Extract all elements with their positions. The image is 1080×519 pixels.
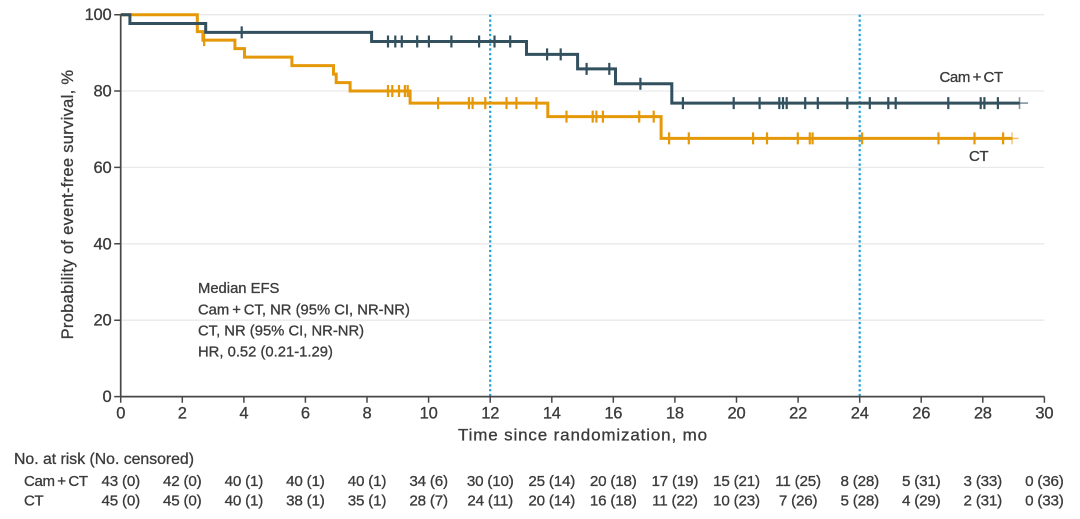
svg-text:Cam + CT: Cam + CT — [940, 69, 1003, 86]
svg-text:14: 14 — [543, 405, 561, 423]
svg-text:40 (1): 40 (1) — [225, 473, 264, 490]
svg-text:18: 18 — [666, 405, 684, 423]
svg-text:8: 8 — [363, 405, 372, 423]
svg-text:CT, NR (95% CI, NR-NR): CT, NR (95% CI, NR-NR) — [198, 324, 364, 340]
svg-text:CT: CT — [24, 493, 43, 510]
svg-text:40 (1): 40 (1) — [348, 473, 387, 490]
svg-text:34 (6): 34 (6) — [409, 473, 448, 490]
svg-text:2: 2 — [178, 405, 187, 423]
svg-text:30 (10): 30 (10) — [467, 473, 514, 490]
svg-text:20 (18): 20 (18) — [590, 473, 637, 490]
svg-text:20: 20 — [728, 405, 746, 423]
svg-text:40 (1): 40 (1) — [286, 473, 325, 490]
svg-text:8 (28): 8 (28) — [840, 473, 879, 490]
svg-text:42 (0): 42 (0) — [163, 473, 202, 490]
svg-text:10 (23): 10 (23) — [713, 493, 760, 510]
svg-text:2 (31): 2 (31) — [964, 493, 1003, 510]
svg-text:No. at risk (No. censored): No. at risk (No. censored) — [14, 451, 194, 468]
svg-text:40: 40 — [94, 235, 112, 253]
svg-text:28 (7): 28 (7) — [409, 493, 448, 510]
svg-text:0: 0 — [103, 388, 112, 406]
svg-text:20: 20 — [94, 312, 112, 330]
svg-text:Cam + CT, NR (95% CI, NR-NR): Cam + CT, NR (95% CI, NR-NR) — [198, 302, 410, 318]
svg-text:HR, 0.52 (0.21-1.29): HR, 0.52 (0.21-1.29) — [198, 345, 333, 361]
svg-text:12: 12 — [481, 405, 499, 423]
svg-text:4 (29): 4 (29) — [902, 493, 941, 510]
svg-text:45 (0): 45 (0) — [101, 493, 140, 510]
svg-text:0 (36): 0 (36) — [1025, 473, 1064, 490]
svg-text:80: 80 — [94, 83, 112, 101]
svg-text:5 (31): 5 (31) — [902, 473, 941, 490]
svg-text:16: 16 — [604, 405, 622, 423]
svg-text:CT: CT — [969, 148, 988, 165]
svg-text:43 (0): 43 (0) — [101, 473, 140, 490]
svg-text:0: 0 — [116, 405, 125, 423]
svg-text:35 (1): 35 (1) — [348, 493, 387, 510]
svg-text:28: 28 — [974, 405, 992, 423]
svg-text:6: 6 — [301, 405, 310, 423]
svg-text:100: 100 — [85, 6, 112, 24]
svg-text:22: 22 — [789, 405, 807, 423]
svg-text:20 (14): 20 (14) — [528, 493, 575, 510]
svg-text:Probability of event-free surv: Probability of event-free survival, % — [59, 70, 77, 340]
svg-text:40 (1): 40 (1) — [225, 493, 264, 510]
svg-text:7 (26): 7 (26) — [779, 493, 818, 510]
svg-text:30: 30 — [1035, 405, 1053, 423]
svg-text:11 (25): 11 (25) — [775, 473, 821, 490]
svg-text:5 (28): 5 (28) — [840, 493, 879, 510]
svg-text:24: 24 — [851, 405, 869, 423]
svg-text:26: 26 — [912, 405, 930, 423]
svg-text:Time since randomization, mo: Time since randomization, mo — [458, 426, 708, 445]
svg-text:24 (11): 24 (11) — [467, 493, 513, 510]
svg-text:0 (33): 0 (33) — [1025, 493, 1064, 510]
svg-text:11 (22): 11 (22) — [652, 493, 698, 510]
svg-text:10: 10 — [420, 405, 438, 423]
svg-text:45 (0): 45 (0) — [163, 493, 202, 510]
svg-text:38 (1): 38 (1) — [286, 493, 325, 510]
svg-text:Median EFS: Median EFS — [198, 281, 280, 297]
svg-text:17 (19): 17 (19) — [652, 473, 699, 490]
svg-text:25 (14): 25 (14) — [528, 473, 575, 490]
svg-text:15 (21): 15 (21) — [713, 473, 760, 490]
svg-text:Cam + CT: Cam + CT — [24, 473, 88, 490]
svg-text:16 (18): 16 (18) — [590, 493, 637, 510]
svg-text:3 (33): 3 (33) — [964, 473, 1003, 490]
svg-text:4: 4 — [239, 405, 248, 423]
svg-text:60: 60 — [94, 159, 112, 177]
